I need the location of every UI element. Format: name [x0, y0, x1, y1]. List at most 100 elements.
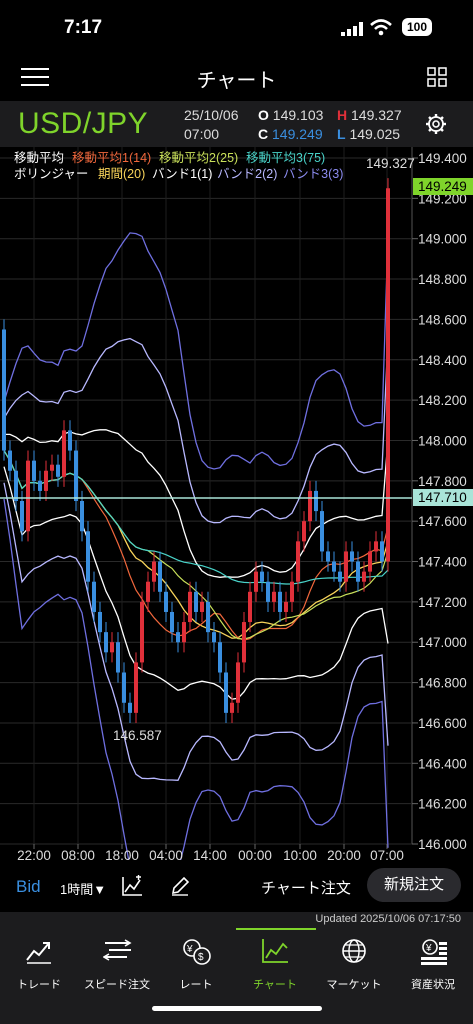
open-label: O: [258, 107, 269, 123]
hamburger-menu-icon[interactable]: [21, 68, 49, 86]
draw-pencil-icon[interactable]: [170, 876, 190, 896]
candle-body: [206, 601, 210, 633]
candle-body: [380, 541, 384, 562]
candle-body: [290, 581, 294, 602]
low-label: L: [337, 126, 346, 142]
bollinger-band-upper: [3, 336, 389, 524]
legend-ma1: 移動平均1(14): [72, 151, 151, 165]
indicator-icon[interactable]: [121, 875, 143, 897]
quote-info-bar: USD/JPY 25/10/06 07:00 O 149.103 C 149.2…: [0, 101, 473, 147]
y-tick-label: 148.800: [418, 272, 467, 287]
candle-body: [314, 490, 318, 512]
home-indicator: [152, 1006, 322, 1011]
tab-assets[interactable]: ¥ 資産状況: [394, 928, 472, 998]
candle-body: [2, 329, 6, 451]
candle-body: [296, 541, 300, 582]
candle-body: [164, 591, 168, 612]
svg-text:¥: ¥: [425, 943, 432, 954]
settings-gear-icon[interactable]: [425, 113, 447, 135]
y-tick-label: 148.200: [418, 393, 467, 408]
tab-chart[interactable]: チャート: [236, 928, 314, 998]
candle-body: [92, 581, 96, 612]
battery-icon: 100: [402, 18, 432, 36]
candle-body: [194, 591, 198, 612]
candle-body: [26, 460, 30, 532]
y-tick-label: 148.000: [418, 433, 467, 448]
tab-speed-order[interactable]: スピード注文: [78, 928, 156, 998]
currency-pair[interactable]: USD/JPY: [18, 107, 149, 140]
candle-body: [140, 601, 144, 663]
candle-body: [128, 702, 132, 713]
legend-ma2: 移動平均2(25): [159, 151, 238, 165]
tab-rate-label: レート: [179, 979, 213, 991]
candle-body: [218, 642, 222, 673]
high-label: H: [337, 107, 348, 123]
tab-market[interactable]: マーケット: [315, 928, 393, 998]
tab-trade-label: トレード: [17, 979, 61, 991]
candle-body: [242, 622, 246, 663]
legend-band2: バンド2(2): [217, 167, 277, 181]
crosshair-price-box: [413, 489, 473, 506]
low-price: L 149.025: [337, 126, 400, 142]
candle-body: [68, 430, 72, 451]
assets-icon: ¥: [421, 939, 447, 965]
candle-body: [74, 450, 78, 501]
new-order-button[interactable]: 新規注文: [367, 868, 461, 902]
tab-rate[interactable]: ¥ $ レート: [157, 928, 235, 998]
moving-average-75: [3, 450, 389, 585]
x-tick-label: 04:00: [149, 848, 183, 860]
open-price: O 149.103: [258, 107, 323, 123]
candle-body: [14, 470, 18, 501]
bid-ask-toggle[interactable]: Bid: [16, 877, 41, 896]
speed-order-icon: [103, 939, 132, 961]
tab-assets-label: 資産状況: [411, 979, 455, 991]
bollinger-band-upper: [3, 232, 389, 470]
candle-body: [176, 632, 180, 643]
y-tick-label: 147.000: [418, 635, 467, 650]
timeframe-select[interactable]: 1時間▼: [60, 882, 107, 897]
candlestick-chart-svg[interactable]: 149.400 149.200 149.000 148.800 148.600 148.4…: [0, 147, 473, 888]
candle-body: [152, 561, 156, 582]
candle-body: [248, 591, 252, 623]
y-tick-label: 147.200: [418, 595, 467, 610]
candle-body: [116, 642, 120, 673]
candle-body: [386, 188, 390, 562]
open-value: 149.103: [272, 107, 324, 123]
y-tick-label: 146.000: [418, 837, 467, 852]
close-value: 149.249: [272, 126, 323, 142]
grid-layout-icon[interactable]: [427, 67, 447, 87]
candle-body: [86, 531, 90, 582]
candle-body: [338, 571, 342, 582]
svg-text:$: $: [198, 952, 204, 963]
candle-body: [32, 460, 36, 481]
price-chart[interactable]: 149.400 149.200 149.000 148.800 148.600 148.4…: [0, 147, 473, 888]
tab-trade[interactable]: トレード: [0, 928, 78, 998]
high-price: H 149.327: [337, 107, 402, 123]
close-label: C: [258, 126, 269, 142]
y-tick-label: 149.400: [418, 151, 467, 166]
chart-icon: [262, 939, 288, 963]
active-tab-indicator: [236, 928, 316, 930]
y-tick-label: 146.400: [418, 756, 467, 771]
candle-body: [212, 632, 216, 643]
candle-body: [254, 571, 258, 592]
low-value: 149.025: [349, 126, 401, 142]
legend-band1: バンド1(1): [152, 167, 212, 181]
y-tick-label: 148.400: [418, 353, 467, 368]
y-tick-label: 146.600: [418, 716, 467, 731]
x-tick-label: 14:00: [193, 848, 227, 860]
indicator-legend[interactable]: 移動平均 移動平均1(14) 移動平均2(25) 移動平均3(75) ボリンジャ…: [14, 151, 343, 181]
high-value: 149.327: [351, 107, 402, 123]
legend-band3: バンド3(3): [283, 167, 343, 181]
candle-body: [272, 591, 276, 602]
svg-text:¥: ¥: [186, 944, 193, 955]
candle-body: [332, 561, 336, 572]
close-price: C 149.249: [258, 126, 323, 142]
chart-order-button[interactable]: チャート注文: [261, 880, 351, 897]
candle-body: [182, 622, 186, 643]
y-tick-label: 147.400: [418, 555, 467, 570]
trade-chart-icon: [26, 942, 51, 964]
candle-body: [20, 501, 24, 532]
signal-icon: [341, 22, 363, 36]
candle-body: [188, 591, 192, 623]
